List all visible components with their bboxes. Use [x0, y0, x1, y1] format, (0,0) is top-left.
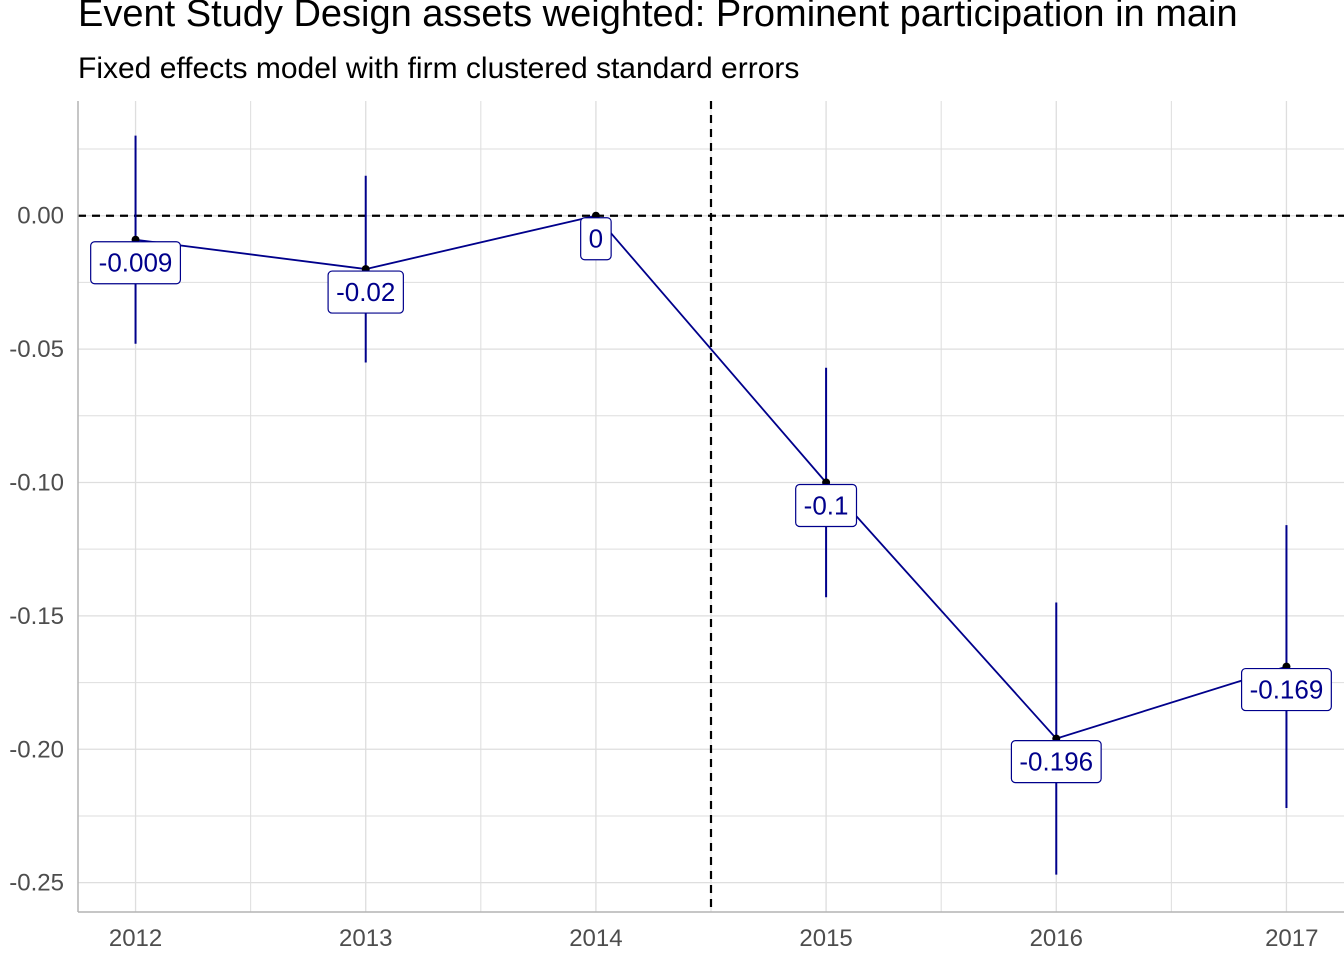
- x-tick-label: 2017: [1265, 925, 1318, 952]
- reference-lines: [78, 101, 1344, 912]
- series-layer: [131, 135, 1291, 875]
- axes: [77, 101, 1344, 913]
- data-label-box: [90, 241, 182, 285]
- data-label-text: -0.169: [1250, 675, 1324, 705]
- data-label: -0.02: [327, 270, 404, 314]
- data-label: -0.196: [1010, 739, 1102, 784]
- data-label-text: -0.02: [336, 277, 395, 307]
- data-label-box: [1010, 739, 1102, 784]
- data-label: -0.169: [1240, 667, 1332, 712]
- x-tick-label: 2013: [339, 925, 392, 952]
- y-tick-label: 0.00: [17, 203, 64, 230]
- y-tick-label: -0.20: [9, 736, 64, 763]
- data-label-text: 0: [589, 224, 603, 254]
- data-label-text: -0.1: [804, 490, 849, 520]
- x-tick-label: 2016: [1030, 925, 1083, 952]
- y-tick-label: -0.10: [9, 469, 64, 496]
- x-tick-label: 2014: [569, 925, 622, 952]
- data-label: -0.009: [90, 241, 182, 285]
- x-tick-label: 2015: [799, 925, 852, 952]
- y-tick-label: -0.15: [9, 603, 64, 630]
- data-label-text: -0.009: [99, 248, 173, 278]
- data-label-box: [1240, 667, 1332, 712]
- data-label-text: -0.196: [1019, 747, 1093, 777]
- data-label: 0: [580, 217, 612, 261]
- data-label-box: [327, 270, 404, 314]
- data-label-box: [580, 217, 612, 261]
- y-tick-label: -0.05: [9, 336, 64, 363]
- data-labels: -0.009 -0.02 0 -0.1 -0.196 -0.169: [90, 217, 1332, 784]
- data-label: -0.1: [795, 483, 858, 528]
- x-tick-label: 2012: [109, 925, 162, 952]
- y-tick-label: -0.25: [9, 870, 64, 897]
- chart-title: Event Study Design assets weighted: Prom…: [78, 0, 1238, 35]
- chart-subtitle: Fixed effects model with firm clustered …: [78, 52, 800, 85]
- series-line: [135, 214, 1287, 740]
- data-label-box: [795, 483, 858, 528]
